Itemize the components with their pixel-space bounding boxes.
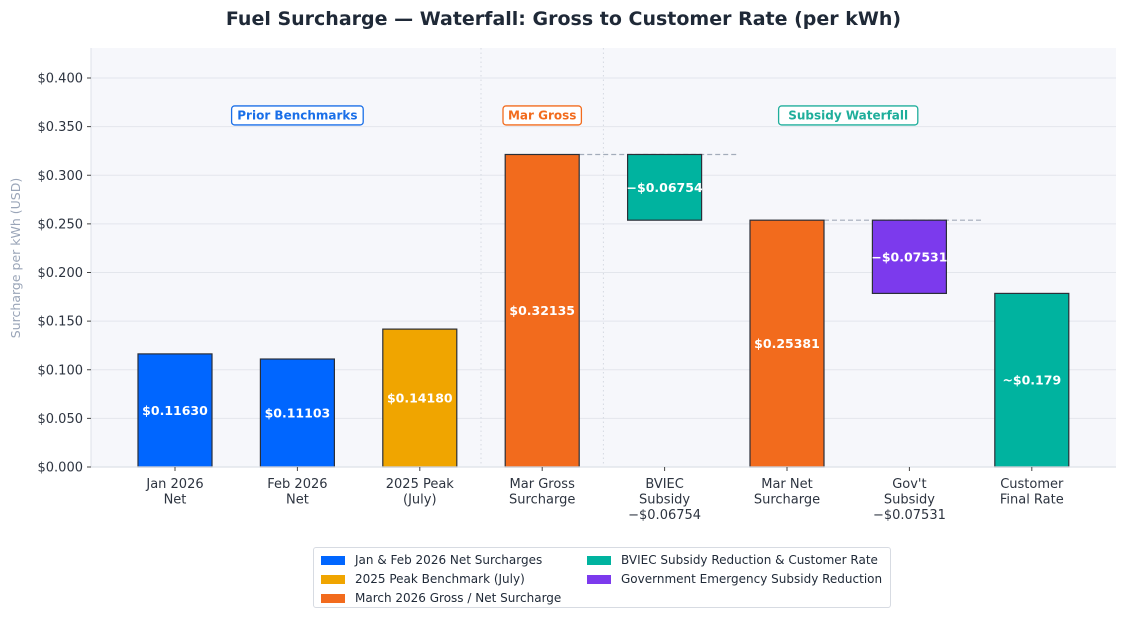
bar-value-label: $0.32135 [509,303,575,318]
bar [626,153,703,221]
section-label-box [230,105,364,126]
legend-label: March 2026 Gross / Net Surcharge [355,591,562,605]
x-tick-label: Customer Final Rate [1000,477,1064,508]
section-label: Subsidy Waterfall [788,108,908,122]
legend-swatch [321,593,345,603]
y-tick-label: $0.150 [38,315,84,330]
y-tick-label: $0.250 [38,217,84,232]
y-tick-label: $0.100 [38,363,84,378]
x-axis: Jan 2026 Net Feb 2026 Net 2025 Peak (July) Mar… [145,467,1064,523]
bar-value-label: −$0.06754 [627,180,703,195]
bar [749,219,825,468]
bar [871,219,948,295]
bar-value-label: $0.14180 [387,391,453,406]
legend-swatch [321,574,345,584]
bar-value-label: $0.25381 [754,336,820,351]
bar [259,358,335,468]
legend-label: BVIEC Subsidy Reduction & Customer Rate [621,553,878,567]
legend-swatch [587,574,611,584]
y-tick-label: $0.300 [38,169,84,184]
bar-value-label: ~$0.179 [1002,373,1061,388]
y-axis: $0.000 $0.050 $0.100 $0.150 $0.200 $0.250 $0.3… [38,48,1116,476]
legend: Jan & Feb 2026 Net Surcharges 2025 Peak B… [313,547,891,608]
legend-label: 2025 Peak Benchmark (July) [355,572,525,586]
bar [137,353,213,468]
bar-value-label: −$0.07531 [871,249,947,264]
legend-item: Government Emergency Subsidy Reduction [587,572,882,586]
connector-lines [579,153,984,221]
bar [504,153,580,468]
legend-swatch [587,555,611,565]
y-tick-label: $0.000 [38,461,84,476]
legend-item: March 2026 Gross / Net Surcharge [321,591,561,605]
bar-labels: $0.11630 $0.11103 $0.14180 $0.32135 −$0.0675… [142,180,1061,421]
legend-item: BVIEC Subsidy Reduction & Customer Rate [587,553,878,567]
y-tick-label: $0.200 [38,266,84,281]
x-tick-label: Mar Gross Surcharge [509,477,575,508]
bar-value-label: $0.11630 [142,403,208,418]
section-label: Mar Gross [508,108,576,122]
legend-label: Government Emergency Subsidy Reduction [621,572,883,586]
y-tick-label: $0.400 [38,72,84,87]
section-label-box [777,105,919,126]
section-label: Prior Benchmarks [237,108,357,122]
x-tick-label: BVIEC Subsidy −$0.06754 [628,477,701,523]
x-tick-label: Gov't Subsidy −$0.07531 [873,477,946,523]
bar-value-label: $0.11103 [265,406,331,421]
legend-item: Jan & Feb 2026 Net Surcharges [321,553,542,567]
bar [994,292,1070,468]
x-tick-label: Feb 2026 Net [267,477,327,508]
y-axis-label: Surcharge per kWh (USD) [8,178,23,338]
chart-title: Fuel Surcharge — Waterfall: Gross to Cus… [225,8,902,30]
section-labels: Prior Benchmarks Mar Gross Subsidy Waterfa… [230,105,919,126]
x-tick-label: Mar Net Surcharge [754,477,820,508]
section-label-box [502,105,583,126]
y-tick-label: $0.050 [38,412,84,427]
y-tick-label: $0.350 [38,120,84,135]
legend-label: Jan & Feb 2026 Net Surcharges [355,553,543,567]
legend-item: 2025 Peak Benchmark (July) [321,572,525,586]
x-tick-label: Jan 2026 Net [145,477,203,508]
bars [137,153,1070,468]
bar [382,328,458,468]
legend-swatch [321,555,345,565]
x-tick-label: 2025 Peak (July) [386,477,455,508]
